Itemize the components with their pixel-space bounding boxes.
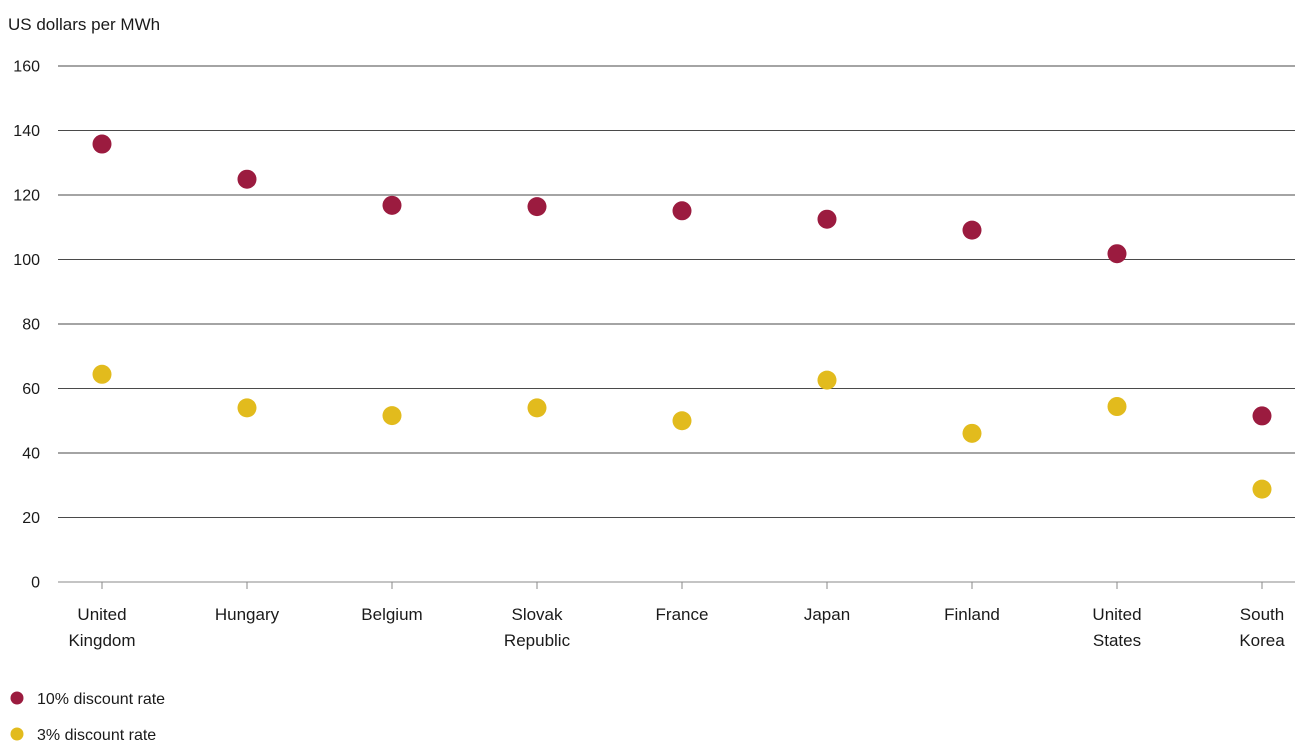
y-tick-label: 20 [22, 510, 40, 527]
point-3pct [672, 411, 692, 431]
point-3pct [237, 398, 257, 418]
x-tick-label: Finland [944, 605, 1000, 624]
legend-marker [10, 727, 24, 741]
x-tick-label: South [1240, 605, 1284, 624]
x-tick-label: Belgium [361, 605, 422, 624]
point-10pct [1252, 406, 1272, 426]
point-3pct [92, 364, 112, 384]
y-tick-label: 160 [13, 59, 40, 76]
y-tick-label: 0 [31, 575, 40, 592]
point-10pct [237, 169, 257, 189]
legend: 10% discount rate 3% discount rate [10, 691, 165, 742]
x-tick-label: Korea [1239, 631, 1285, 650]
x-tick-label: United [77, 605, 126, 624]
legend-label: 10% discount rate [37, 691, 165, 708]
y-tick-label: 140 [13, 123, 40, 140]
y-tick-label: 40 [22, 446, 40, 463]
point-10pct [527, 197, 547, 217]
x-tick-label: Hungary [215, 605, 280, 624]
point-10pct [1107, 244, 1127, 264]
y-tick-label: 100 [13, 252, 40, 269]
y-tick-label: 80 [22, 317, 40, 334]
point-10pct [962, 220, 982, 240]
point-10pct [382, 195, 402, 215]
x-tick-label: Japan [804, 605, 850, 624]
x-tick-label: Kingdom [68, 631, 135, 650]
point-3pct [962, 423, 982, 443]
point-10pct [92, 134, 112, 154]
x-tick-label: States [1093, 631, 1141, 650]
x-tick-label: United [1092, 605, 1141, 624]
point-3pct [1252, 479, 1272, 499]
data-points [92, 134, 1272, 499]
x-tick-label: France [656, 605, 709, 624]
y-tick-labels: 0 20 40 60 80 100 120 140 160 [13, 59, 40, 592]
legend-label: 3% discount rate [37, 727, 156, 742]
legend-marker [10, 691, 24, 705]
point-10pct [672, 201, 692, 221]
y-tick-label: 60 [22, 381, 40, 398]
x-tick-label: Republic [504, 631, 571, 650]
point-10pct [817, 209, 837, 229]
gridlines [58, 65, 1295, 583]
y-tick-label: 120 [13, 188, 40, 205]
point-3pct [1107, 397, 1127, 417]
point-3pct [527, 398, 547, 418]
point-3pct [817, 370, 837, 390]
y-axis-title: US dollars per MWh [8, 15, 160, 34]
point-3pct [382, 406, 402, 426]
x-ticks [101, 582, 1263, 589]
x-tick-label: Slovak [511, 605, 563, 624]
x-tick-labels: United Kingdom Hungary Belgium Slovak Republi… [68, 605, 1285, 650]
